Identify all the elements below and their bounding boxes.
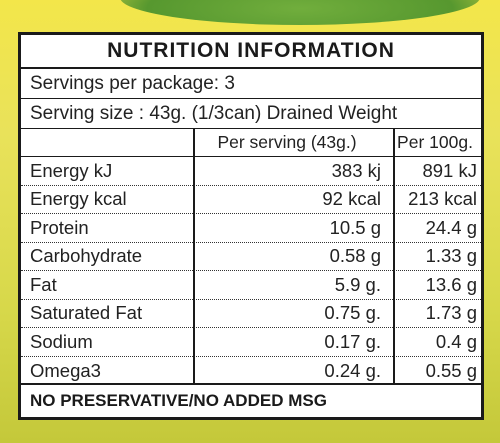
- header-per-100g: Per 100g.: [397, 132, 473, 152]
- per-serving-value: 0.58 g: [329, 245, 381, 267]
- per-serving-value: 0.75 g.: [324, 302, 381, 324]
- per-100g-value: 24.4 g: [425, 216, 477, 238]
- nutrient-name: Omega3: [30, 359, 101, 381]
- servings-per-package: Servings per package: 3: [21, 69, 481, 99]
- per-serving-value: 0.24 g.: [324, 359, 381, 381]
- nutrient-name: Sodium: [30, 330, 93, 352]
- column-divider: [193, 129, 195, 383]
- nutrient-name: Fat: [30, 273, 57, 295]
- per-100g-value: 1.73 g: [425, 302, 477, 324]
- per-100g-value: 891 kJ: [422, 159, 477, 181]
- can-top-decoration: [120, 0, 480, 25]
- panel-title: NUTRITION INFORMATION: [21, 35, 481, 69]
- per-100g-value: 1.33 g: [425, 245, 477, 267]
- nutrition-panel: NUTRITION INFORMATION Servings per packa…: [18, 32, 484, 420]
- table-row: Energy kcal 92 kcal 213 kcal: [21, 186, 481, 214]
- per-serving-value: 5.9 g.: [334, 273, 381, 295]
- header-nutrient: [21, 129, 193, 156]
- per-100g-value: 0.4 g: [435, 330, 477, 352]
- table-header: Per serving (43g.) Per 100g.: [21, 129, 481, 157]
- per-serving-value: 383 kj: [331, 159, 381, 181]
- per-100g-value: 13.6 g: [425, 273, 477, 295]
- table-row: Protein 10.5 g 24.4 g: [21, 214, 481, 243]
- per-serving-value: 92 kcal: [322, 188, 381, 210]
- nutrient-name: Energy kJ: [30, 159, 113, 181]
- table-row: Saturated Fat 0.75 g. 1.73 g: [21, 300, 481, 328]
- serving-size: Serving size : 43g. (1/3can) Drained Wei…: [21, 99, 481, 129]
- per-100g-value: 213 kcal: [408, 188, 477, 210]
- nutrient-name: Energy kcal: [30, 188, 127, 210]
- nutrient-name: Saturated Fat: [30, 302, 143, 324]
- table-row: Carbohydrate 0.58 g 1.33 g: [21, 243, 481, 271]
- nutrient-name: Protein: [30, 216, 89, 238]
- per-100g-value: 0.55 g: [425, 359, 477, 381]
- per-serving-value: 0.17 g.: [324, 330, 381, 352]
- table-row: Fat 5.9 g. 13.6 g: [21, 271, 481, 300]
- table-row: Omega3 0.24 g. 0.55 g: [21, 357, 481, 386]
- column-divider: [393, 129, 395, 383]
- table-row: Energy kJ 383 kj 891 kJ: [21, 157, 481, 186]
- footer-statement: NO PRESERVATIVE/NO ADDED MSG: [21, 383, 481, 417]
- table-row: Sodium 0.17 g. 0.4 g: [21, 328, 481, 357]
- nutrient-name: Carbohydrate: [30, 245, 143, 267]
- header-per-serving: Per serving (43g.): [217, 132, 357, 152]
- per-serving-value: 10.5 g: [329, 216, 381, 238]
